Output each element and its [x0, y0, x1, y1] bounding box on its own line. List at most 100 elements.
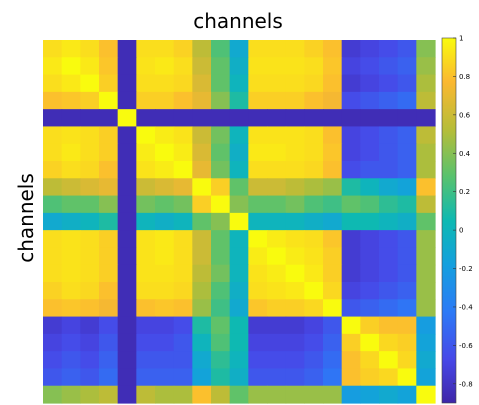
heatmap-cell-r18-c0	[43, 351, 63, 370]
heatmap-cell-r2-c15	[323, 74, 343, 93]
heatmap-cell-r0-c5	[136, 40, 156, 58]
heatmap-cell-r16-c15	[323, 316, 343, 335]
heatmap-cell-r9-c11	[248, 195, 268, 214]
colorbar-tick-label: -0.2	[459, 265, 473, 273]
heatmap-cell-r15-c1	[61, 299, 81, 318]
heatmap-cell-r12-c6	[155, 247, 175, 266]
colorbar-tick-label: -0.6	[459, 342, 473, 350]
heatmap-cell-r7-c9	[211, 161, 231, 179]
heatmap-cell-r15-c4	[117, 299, 137, 318]
heatmap-cell-r10-c17	[360, 212, 380, 231]
heatmap-cell-r20-c10	[229, 385, 249, 404]
heatmap-cell-r20-c15	[323, 385, 343, 404]
heatmap-cell-r19-c20	[416, 368, 436, 387]
heatmap-cell-r20-c5	[136, 385, 156, 404]
heatmap-cell-r14-c13	[285, 282, 305, 300]
heatmap-cell-r1-c13	[285, 57, 305, 76]
heatmap-cell-r13-c19	[397, 264, 417, 283]
heatmap-cell-r8-c6	[155, 178, 175, 197]
heatmap-cell-r14-c19	[397, 282, 417, 300]
heatmap-cell-r19-c16	[341, 368, 361, 387]
heatmap-cell-r11-c9	[211, 230, 231, 249]
heatmap-cell-r13-c14	[304, 264, 324, 283]
heatmap-cell-r19-c11	[248, 368, 268, 387]
heatmap-cell-r2-c11	[248, 74, 268, 93]
heatmap-cell-r0-c10	[229, 40, 249, 58]
heatmap-cell-r15-c16	[341, 299, 361, 318]
heatmap-cell-r16-c10	[229, 316, 249, 335]
heatmap-cell-r14-c3	[99, 282, 119, 300]
heatmap-cell-r9-c20	[416, 195, 436, 214]
heatmap-cell-r6-c18	[379, 143, 399, 162]
heatmap-cell-r19-c5	[136, 368, 156, 387]
heatmap-cell-r15-c10	[229, 299, 249, 318]
heatmap-cell-r17-c2	[80, 333, 100, 352]
heatmap-cell-r3-c16	[341, 91, 361, 110]
heatmap-cell-r2-c0	[43, 74, 63, 93]
heatmap-cell-r18-c6	[155, 351, 175, 370]
heatmap-cell-r8-c2	[80, 178, 100, 197]
heatmap-cell-r6-c4	[117, 143, 137, 162]
heatmap-cell-r13-c17	[360, 264, 380, 283]
heatmap-cell-r15-c3	[99, 299, 119, 318]
heatmap-cell-r14-c10	[229, 282, 249, 300]
heatmap-cell-r12-c19	[397, 247, 417, 266]
heatmap-cell-r12-c20	[416, 247, 436, 266]
heatmap-cell-r6-c11	[248, 143, 268, 162]
heatmap-cell-r19-c15	[323, 368, 343, 387]
colorbar-tick-label: 0.8	[459, 73, 470, 81]
heatmap-cell-r14-c0	[43, 282, 63, 300]
heatmap-cell-r16-c12	[267, 316, 287, 335]
heatmap-cell-r14-c14	[304, 282, 324, 300]
heatmap-cell-r7-c10	[229, 161, 249, 179]
heatmap-cell-r6-c2	[80, 143, 100, 162]
heatmap-cell-r11-c2	[80, 230, 100, 249]
heatmap-cell-r8-c9	[211, 178, 231, 197]
colorbar-tick-label: 1	[459, 35, 463, 43]
heatmap-cell-r13-c12	[267, 264, 287, 283]
heatmap-cell-r16-c20	[416, 316, 436, 335]
heatmap-cell-r17-c20	[416, 333, 436, 352]
heatmap-cell-r13-c2	[80, 264, 100, 283]
heatmap-cell-r13-c0	[43, 264, 63, 283]
heatmap-cell-r2-c4	[117, 74, 137, 93]
heatmap-cell-r10-c7	[173, 212, 193, 231]
heatmap-cell-r1-c20	[416, 57, 436, 76]
heatmap-cell-r6-c14	[304, 143, 324, 162]
chart-title: channels	[193, 9, 283, 33]
heatmap-cell-r5-c2	[80, 126, 100, 145]
heatmap-cell-r14-c15	[323, 282, 343, 300]
heatmap-cell-r12-c3	[99, 247, 119, 266]
heatmap-cell-r2-c12	[267, 74, 287, 93]
heatmap-cell-r2-c10	[229, 74, 249, 93]
heatmap-cell-r6-c7	[173, 143, 193, 162]
heatmap-cell-r15-c6	[155, 299, 175, 318]
heatmap-cell-r15-c11	[248, 299, 268, 318]
heatmap-cell-r17-c18	[379, 333, 399, 352]
heatmap-cell-r17-c9	[211, 333, 231, 352]
heatmap-cell-r16-c14	[304, 316, 324, 335]
heatmap-cell-r7-c4	[117, 161, 137, 179]
heatmap-cell-r10-c13	[285, 212, 305, 231]
heatmap-cell-r14-c20	[416, 282, 436, 300]
heatmap-cell-r2-c18	[379, 74, 399, 93]
heatmap-cell-r20-c18	[379, 385, 399, 404]
heatmap-cell-r10-c14	[304, 212, 324, 231]
heatmap-cell-r19-c1	[61, 368, 81, 387]
heatmap-cell-r9-c6	[155, 195, 175, 214]
heatmap-cell-r5-c1	[61, 126, 81, 145]
heatmap-cell-r2-c20	[416, 74, 436, 93]
heatmap-cell-r18-c9	[211, 351, 231, 370]
heatmap-cell-r3-c17	[360, 91, 380, 110]
colorbar-tick-label: 0.6	[459, 111, 471, 119]
heatmap-cell-r14-c18	[379, 282, 399, 300]
heatmap-cell-r7-c6	[155, 161, 175, 179]
heatmap-cell-r8-c16	[341, 178, 361, 197]
heatmap-cell-r16-c9	[211, 316, 231, 335]
heatmap-cell-r18-c4	[117, 351, 137, 370]
heatmap-cell-r13-c15	[323, 264, 343, 283]
heatmap-cell-r19-c19	[397, 368, 417, 387]
heatmap-cell-r5-c10	[229, 126, 249, 145]
heatmap-cell-r4-c19	[397, 109, 417, 128]
heatmap-cell-r0-c4	[117, 40, 137, 58]
